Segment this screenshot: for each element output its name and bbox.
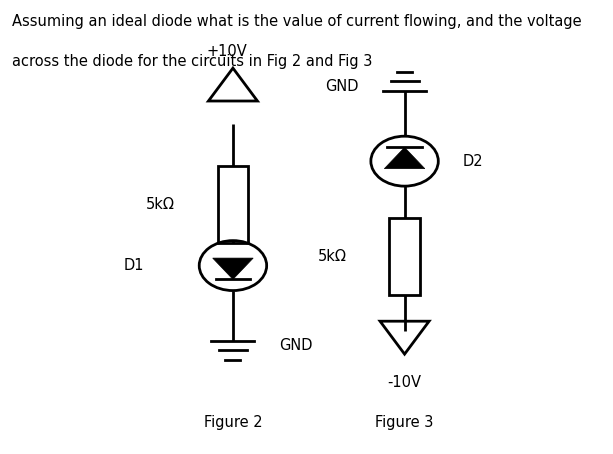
Text: 5kΩ: 5kΩ <box>318 249 346 264</box>
Text: 5kΩ: 5kΩ <box>146 197 175 212</box>
Polygon shape <box>384 148 425 168</box>
Polygon shape <box>213 258 253 279</box>
Text: GND: GND <box>325 79 359 94</box>
Text: Figure 3: Figure 3 <box>375 415 434 430</box>
Text: Assuming an ideal diode what is the value of current flowing, and the voltage: Assuming an ideal diode what is the valu… <box>12 14 582 29</box>
Text: D2: D2 <box>463 153 484 169</box>
Text: D1: D1 <box>124 258 144 273</box>
Bar <box>389 218 420 295</box>
Text: -10V: -10V <box>387 375 422 390</box>
Text: Figure 2: Figure 2 <box>204 415 262 430</box>
Bar <box>218 166 248 243</box>
Text: across the diode for the circuits in Fig 2 and Fig 3: across the diode for the circuits in Fig… <box>12 54 373 69</box>
Text: +10V: +10V <box>207 44 247 59</box>
Text: GND: GND <box>279 338 313 353</box>
